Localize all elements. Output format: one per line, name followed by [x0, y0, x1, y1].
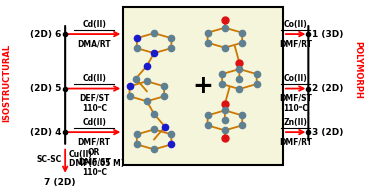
Text: DMF/RT: DMF/RT — [279, 138, 312, 147]
Text: DMA/RT: DMA/RT — [77, 40, 111, 49]
Text: (2D) 5: (2D) 5 — [30, 84, 61, 93]
Text: Cd(II): Cd(II) — [82, 118, 106, 127]
Text: Co(II): Co(II) — [284, 20, 307, 29]
Text: DMF/ST: DMF/ST — [279, 94, 312, 103]
Text: DMF/ST: DMF/ST — [78, 158, 111, 167]
Text: 3 (2D): 3 (2D) — [312, 128, 343, 137]
Text: 110ᵒC: 110ᵒC — [82, 104, 107, 113]
Text: 1 (3D): 1 (3D) — [312, 29, 343, 39]
Text: (2D) 6: (2D) 6 — [30, 29, 61, 39]
Text: +: + — [193, 74, 213, 98]
Text: Zn(II): Zn(II) — [284, 118, 307, 127]
FancyBboxPatch shape — [123, 7, 283, 165]
Text: DMF/RT: DMF/RT — [279, 40, 312, 49]
Text: (2D) 4: (2D) 4 — [30, 128, 61, 137]
Text: POLYMORPH: POLYMORPH — [354, 41, 363, 99]
Text: OR: OR — [88, 148, 100, 156]
Text: 110ᵒC: 110ᵒC — [82, 167, 107, 177]
Text: 7 (2D): 7 (2D) — [44, 177, 75, 187]
Text: 110ᵒC: 110ᵒC — [283, 104, 308, 113]
Text: Cu(II): Cu(II) — [69, 150, 93, 159]
Text: DMF/RT: DMF/RT — [78, 138, 111, 147]
Text: 2 (2D): 2 (2D) — [312, 84, 343, 93]
Text: DMF(0.05 M): DMF(0.05 M) — [69, 159, 124, 168]
Text: Cd(II): Cd(II) — [82, 74, 106, 83]
Text: Cd(II): Cd(II) — [82, 20, 106, 29]
Text: ISOSTRUCTURAL: ISOSTRUCTURAL — [3, 44, 12, 122]
Text: SC-SC: SC-SC — [36, 155, 61, 164]
Text: Co(II): Co(II) — [284, 74, 307, 83]
Text: DEF/ST: DEF/ST — [79, 94, 109, 103]
